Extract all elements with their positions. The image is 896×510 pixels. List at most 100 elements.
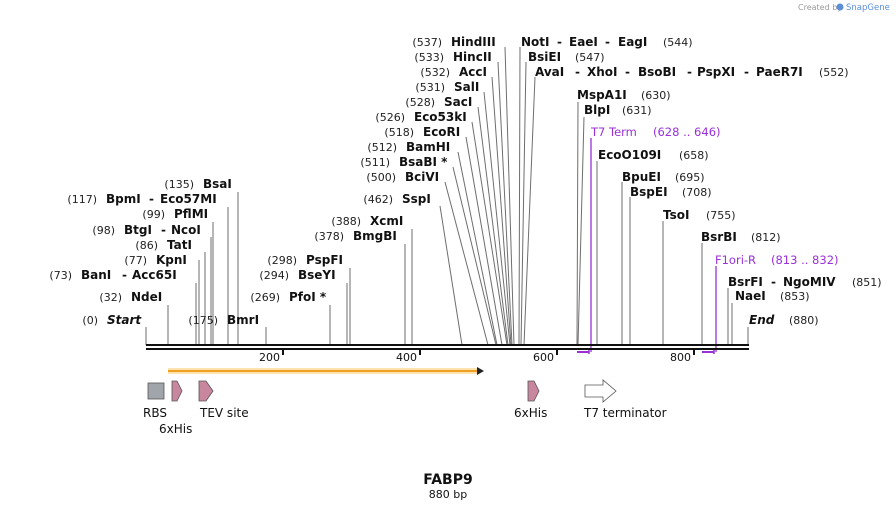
site-position: (851) (852, 276, 882, 289)
site-position: (117) (67, 193, 97, 206)
site-position: (86) (135, 239, 158, 252)
site-name: BmgBI (353, 229, 397, 243)
construct-title: FABP9 (423, 472, 472, 488)
site-position: (518) (384, 126, 414, 139)
site-position: (544) (663, 36, 693, 49)
site-position: (532) (420, 66, 450, 79)
site-position: (533) (414, 51, 444, 64)
rbs-feature-icon (147, 382, 165, 400)
site-name: BamHI (406, 140, 450, 154)
t7-terminator-feature-icon (584, 379, 617, 403)
site-position: (77) (124, 254, 147, 267)
site-position: (511) (360, 156, 390, 169)
site-position: (175) (188, 314, 218, 327)
site-separator: - (687, 65, 692, 79)
site-name: BsrBI (701, 230, 737, 244)
site-name: BmrI (227, 313, 259, 327)
site-position: (388) (331, 215, 361, 228)
site-position: (500) (366, 171, 396, 184)
site-name: MspA1I (577, 88, 627, 102)
site-position: (631) (622, 104, 652, 117)
orf-arrow (168, 367, 484, 375)
site-position: (708) (682, 186, 712, 199)
site-name: NcoI (171, 223, 201, 237)
site-name: End (749, 313, 775, 327)
site-name: BsrFI (728, 275, 763, 289)
credit-text: Created by (798, 3, 842, 12)
site-labels-right: NotI - EaeI - EagI (544) BsiEI (547) Ava… (521, 35, 882, 327)
site-position: (537) (412, 36, 442, 49)
site-name: KpnI (156, 253, 187, 267)
sequence-backbone (146, 344, 749, 350)
site-name: TsoI (663, 208, 689, 222)
site-position: (99) (142, 208, 165, 221)
site-name: BsaI (203, 177, 232, 191)
site-position: (880) (789, 314, 819, 327)
site-name: Eco53kI (414, 110, 467, 124)
site-name: EcoRI (423, 125, 460, 139)
his-tag-feature-icon (527, 380, 540, 402)
site-labels-left: (0) Start (32) NdeI (73) BanI - Acc65I (… (49, 35, 495, 327)
primer-range: (813 .. 832) (771, 253, 839, 267)
site-name: EaeI (569, 35, 598, 49)
site-separator: - (625, 65, 630, 79)
site-name: Eco57MI (160, 192, 217, 206)
site-position: (531) (415, 81, 445, 94)
site-name: HindIII (451, 35, 496, 49)
site-name: NdeI (131, 290, 162, 304)
tev-site-feature-icon (198, 380, 214, 402)
site-position: (378) (314, 230, 344, 243)
ruler-tick-label: 600 (533, 351, 554, 364)
primer-name: T7 Term (590, 125, 637, 139)
site-name: NotI (521, 35, 550, 49)
site-position: (658) (679, 149, 709, 162)
credit-brand: SnapGene (846, 3, 890, 13)
site-name: Start (107, 313, 142, 327)
site-name: BpuEI (622, 170, 661, 184)
site-separator: - (575, 65, 580, 79)
site-position: (526) (375, 111, 405, 124)
site-name: PspFI (306, 253, 343, 267)
site-separator: - (771, 275, 776, 289)
primer-range: (628 .. 646) (653, 125, 721, 139)
his-tag-feature-icon (171, 380, 183, 402)
feature-label-6xhis: 6xHis (159, 422, 192, 436)
site-name: PaeR7I (756, 65, 803, 79)
site-separator: - (122, 268, 127, 282)
site-name: EagI (618, 35, 647, 49)
site-separator: - (744, 65, 749, 79)
site-name: XcmI (370, 214, 403, 228)
feature-label-6xhis: 6xHis (514, 406, 547, 420)
site-separator: - (605, 35, 610, 49)
ruler: 200 400 600 800 (259, 349, 695, 364)
site-name: PfoI * (289, 290, 327, 304)
site-position: (528) (405, 96, 435, 109)
construct-length: 880 bp (429, 488, 467, 501)
feature-label-tev-site: TEV site (199, 406, 249, 420)
site-name: HincII (453, 50, 492, 64)
site-position: (135) (164, 178, 194, 191)
site-separator: - (161, 223, 166, 237)
feature-label-rbs: RBS (143, 406, 167, 420)
ruler-tick-label: 200 (259, 351, 280, 364)
site-position: (298) (267, 254, 297, 267)
site-name: SalI (454, 80, 479, 94)
site-name: BspEI (630, 185, 668, 199)
primer-f1ori-r (702, 266, 717, 354)
site-name: PspXI (697, 65, 735, 79)
site-name: BsaBI * (399, 155, 448, 169)
ruler-tick-label: 400 (396, 351, 417, 364)
site-name: NgoMIV (783, 275, 836, 289)
site-position: (547) (575, 51, 605, 64)
site-position: (269) (250, 291, 280, 304)
site-name: PflMI (174, 207, 208, 221)
site-name: BlpI (584, 103, 610, 117)
site-separator: - (557, 35, 562, 49)
site-position: (32) (99, 291, 122, 304)
site-position: (695) (675, 171, 705, 184)
site-name: SacI (444, 95, 472, 109)
site-name: BpmI (106, 192, 141, 206)
site-name: NaeI (735, 289, 766, 303)
site-name: TatI (167, 238, 192, 252)
site-position: (98) (92, 224, 115, 237)
